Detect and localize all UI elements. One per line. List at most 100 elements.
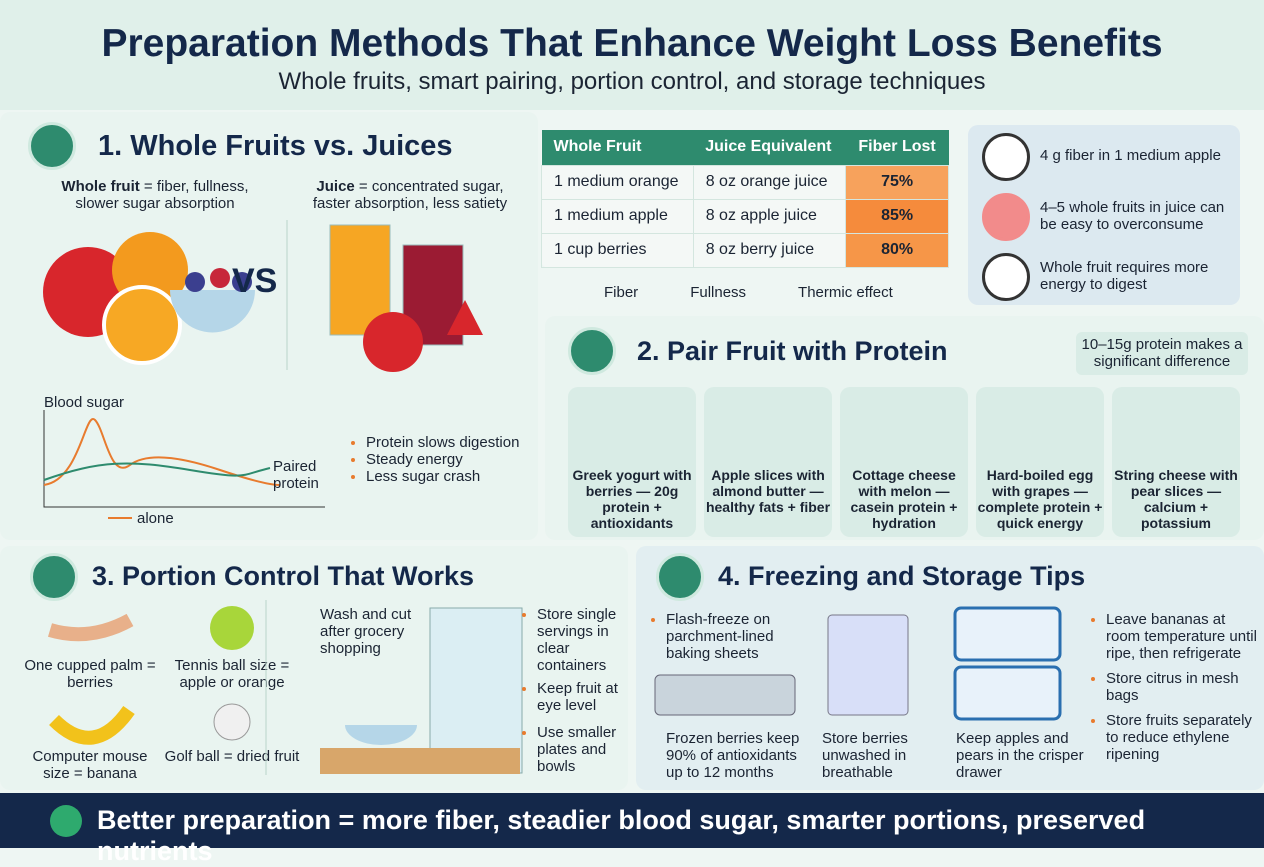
card: Greek yogurt with berries — 20g protein … xyxy=(568,387,696,537)
apple xyxy=(363,312,423,372)
cell: 75% xyxy=(845,164,949,200)
chart-label: Blood sugar xyxy=(44,394,125,411)
section-3 xyxy=(0,546,628,790)
berry xyxy=(185,272,205,292)
label: Juice xyxy=(316,178,355,195)
tray xyxy=(654,674,796,716)
whole-text: Whole fruit = fiber, fullness, slower su… xyxy=(40,178,270,212)
orange-slice xyxy=(102,285,182,365)
cell: 8 oz apple juice xyxy=(692,198,847,234)
fact: 4–5 whole fruits in juice can be easy to… xyxy=(1040,199,1225,233)
header: Whole Fruit xyxy=(541,130,694,165)
berry xyxy=(210,268,230,288)
label: Whole fruit xyxy=(61,178,140,195)
card-text: String cheese with pear slices — calcium… xyxy=(1114,467,1238,531)
legend: Fiber Fullness Thermic effect xyxy=(582,284,893,301)
cell: 1 medium orange xyxy=(541,164,694,200)
icon xyxy=(982,193,1030,241)
paired-label: Paired protein xyxy=(273,458,319,492)
bowl xyxy=(345,725,417,745)
bullet: Store citrus in mesh bags xyxy=(1106,670,1257,704)
subtitle: Whole fruits, smart pairing, portion con… xyxy=(278,68,986,95)
prep-text: Wash and cut after grocery shopping xyxy=(320,606,412,657)
tennis-ball xyxy=(210,606,254,650)
title: Preparation Methods That Enhance Weight … xyxy=(101,22,1163,65)
card-text: Apple slices with almond butter — health… xyxy=(705,467,831,515)
text: = concentrated sugar, faster absorption,… xyxy=(312,178,508,212)
cell: 1 medium apple xyxy=(541,198,694,234)
tip: Frozen berries keep 90% of antioxidants … xyxy=(666,730,800,781)
bullet: Store fruits separately to reduce ethyle… xyxy=(1106,712,1257,763)
bullet: Less sugar crash xyxy=(366,468,519,485)
section-title: 1. Whole Fruits vs. Juices xyxy=(98,130,453,162)
icon xyxy=(982,133,1030,181)
icon xyxy=(982,253,1030,301)
palm xyxy=(47,613,134,642)
header: Juice Equivalent xyxy=(693,130,846,165)
section-title: 2. Pair Fruit with Protein xyxy=(637,336,948,366)
cell: 8 oz berry juice xyxy=(692,232,847,268)
check-icon xyxy=(50,805,82,837)
card: Hard-boiled egg with grapes — complete p… xyxy=(976,387,1104,537)
portion-size: One cupped palm = berries xyxy=(24,657,156,691)
bullet: Keep fruit at eye level xyxy=(537,680,623,714)
card: Cottage cheese with melon — casein prote… xyxy=(840,387,968,537)
cell: 1 cup berries xyxy=(541,232,694,268)
blood-sugar-sketch xyxy=(43,410,325,519)
bullet: Use smaller plates and bowls xyxy=(537,724,623,775)
tip: Store berries unwashed in breathable xyxy=(822,730,908,781)
card: String cheese with pear slices — calcium… xyxy=(1112,387,1240,537)
fact: 4 g fiber in 1 medium apple xyxy=(1040,147,1221,164)
bullet: Leave bananas at room temperature until … xyxy=(1106,611,1257,662)
vs: VS xyxy=(232,262,278,300)
axes xyxy=(43,410,325,508)
footer-text: Better preparation = more fiber, steadie… xyxy=(97,805,1146,866)
header xyxy=(0,0,1264,110)
bag xyxy=(827,614,909,716)
bowl xyxy=(170,290,255,333)
legend-item: Thermic effect xyxy=(798,284,893,301)
bullets: Protein slows digestionSteady energyLess… xyxy=(352,434,519,485)
container xyxy=(953,665,1062,721)
tip: Keep apples and pears in the crisper dra… xyxy=(956,730,1084,781)
fact: Whole fruit requires more energy to dige… xyxy=(1040,259,1209,293)
bullets: Leave bananas at room temperature until … xyxy=(1092,611,1257,763)
container xyxy=(953,606,1062,662)
bullets: Store single servings in clear container… xyxy=(523,606,623,775)
portion-size: Tennis ball size = apple or orange xyxy=(174,657,290,691)
bullet: Steady energy xyxy=(366,451,519,468)
page: Preparation Methods That Enhance Weight … xyxy=(0,0,1264,848)
card: Apple slices with almond butter — health… xyxy=(704,387,832,537)
card-text: Greek yogurt with berries — 20g protein … xyxy=(572,467,692,531)
card-text: Hard-boiled egg with grapes — complete p… xyxy=(977,467,1103,531)
cell: 80% xyxy=(845,232,949,268)
portion-illustration xyxy=(47,600,523,775)
berry xyxy=(232,272,252,292)
text: = fiber, fullness, slower sugar absorpti… xyxy=(75,178,249,212)
section-title: 4. Freezing and Storage Tips xyxy=(718,561,1086,591)
icon xyxy=(28,122,76,170)
bullet: Store single servings in clear container… xyxy=(537,606,623,674)
counter xyxy=(320,748,520,774)
alone-label: alone xyxy=(137,510,174,527)
fridge xyxy=(429,607,523,774)
header: Fiber Lost xyxy=(845,130,949,165)
section-4 xyxy=(636,546,1264,790)
icon xyxy=(568,327,616,375)
legend-item: Fiber xyxy=(604,284,639,301)
portion-size: Computer mouse size = banana xyxy=(32,748,148,782)
icon xyxy=(656,553,704,601)
juice-text: Juice = concentrated sugar, faster absor… xyxy=(300,178,520,212)
card-text: Cottage cheese with melon — casein prote… xyxy=(850,467,958,531)
banana xyxy=(49,705,135,745)
icon xyxy=(30,553,78,601)
paired-curve xyxy=(43,462,271,481)
fruit-illustration xyxy=(43,220,483,372)
storage-illustration xyxy=(654,606,1062,721)
cell: 8 oz orange juice xyxy=(692,164,847,200)
fiber-table: Whole Fruit Juice Equivalent Fiber Lost 1 … xyxy=(541,130,949,268)
legend-item: Fullness xyxy=(690,284,747,301)
section-title: 3. Portion Control That Works xyxy=(92,561,475,591)
tip: Flash-freeze on parchment-lined baking s… xyxy=(652,611,802,662)
bullet: Protein slows digestion xyxy=(366,434,519,451)
